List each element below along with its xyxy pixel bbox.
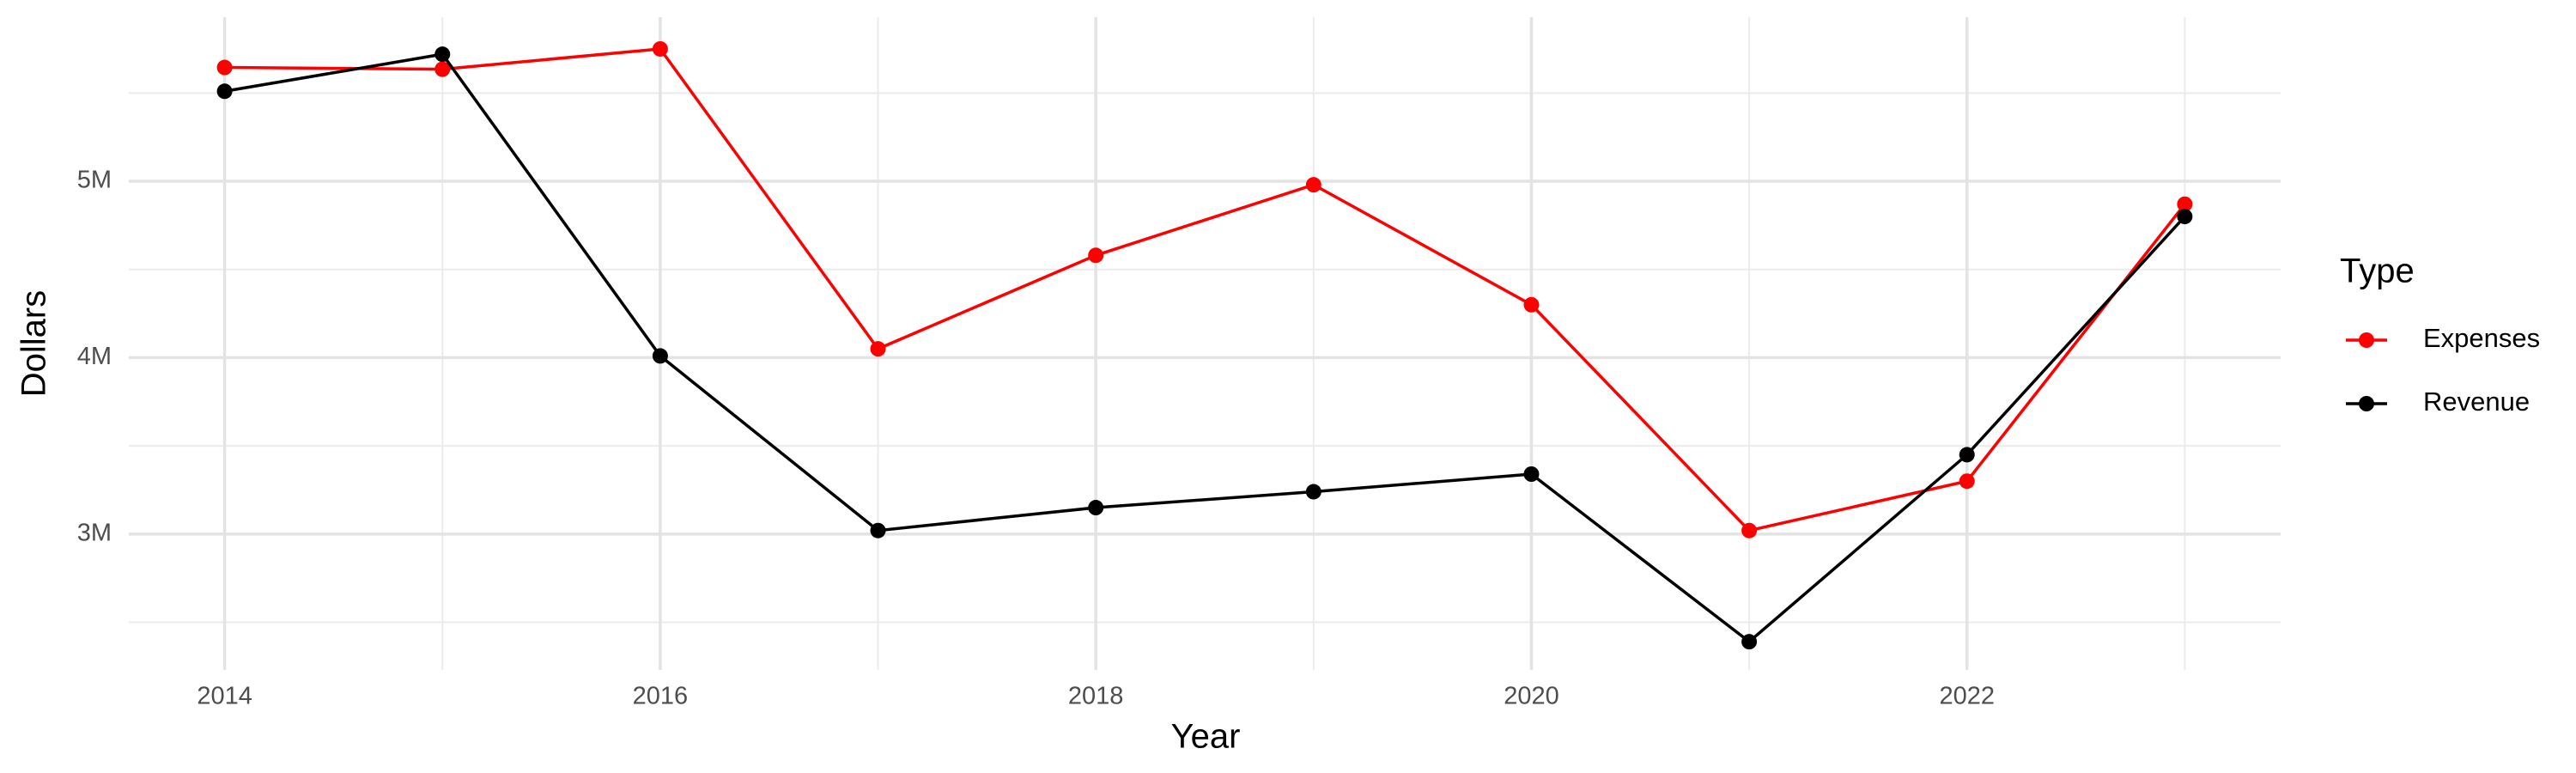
data-point [2177,209,2193,225]
data-point [2177,196,2193,212]
y-axis-title: Dollars [15,290,53,397]
data-point [1305,177,1321,193]
data-point [1959,473,1975,490]
x-tick-label: 2022 [1939,683,1995,710]
data-point [434,46,451,63]
x-tick-label: 2016 [633,683,689,710]
y-tick-label: 3M [77,519,112,546]
legend-label: Expenses [2423,323,2540,353]
data-point [1305,484,1321,500]
data-point [1088,247,1104,264]
data-point [652,348,668,364]
legend-key-point [2359,332,2374,348]
legend-key-point [2359,396,2374,411]
data-point [1523,466,1540,482]
x-axis-title: Year [1171,718,1241,756]
data-point [1959,447,1975,463]
data-point [216,83,233,100]
data-point [870,522,886,539]
data-point [1088,500,1104,516]
x-tick-label: 2020 [1504,683,1559,710]
grid [129,17,2281,670]
series-line [224,52,2186,644]
data-point [1523,296,1540,313]
data-point [216,59,233,76]
x-tick-label: 2014 [197,683,252,710]
series-line [224,47,2186,533]
data-point [870,341,886,357]
data-point [652,40,668,57]
y-tick-label: 4M [77,343,112,370]
legend-title: Type [2340,253,2415,290]
y-tick-label: 5M [77,167,112,194]
x-tick-label: 2018 [1068,683,1124,710]
data-point [1741,634,1758,650]
data-point [434,61,451,77]
data-point [1741,522,1758,539]
legend-label: Revenue [2423,386,2530,417]
